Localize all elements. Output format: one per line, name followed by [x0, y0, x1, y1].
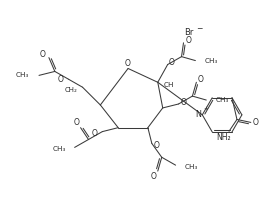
Text: CH₃: CH₃: [215, 97, 228, 103]
Text: CH: CH: [164, 82, 174, 88]
Text: Br: Br: [185, 28, 194, 37]
Text: O: O: [124, 59, 130, 68]
Text: O: O: [58, 75, 64, 84]
Text: O: O: [40, 50, 46, 59]
Text: O: O: [186, 36, 191, 45]
Text: CH₃: CH₃: [185, 164, 198, 170]
Text: O: O: [180, 97, 186, 107]
Text: O: O: [253, 118, 259, 127]
Text: N: N: [195, 110, 201, 119]
Text: O: O: [154, 141, 160, 150]
Text: −: −: [196, 25, 203, 34]
Text: O: O: [169, 58, 175, 67]
Text: CH₃: CH₃: [16, 72, 29, 78]
Text: CH₂: CH₂: [65, 87, 78, 93]
Text: O: O: [197, 75, 203, 84]
Text: O: O: [74, 118, 80, 127]
Text: CH₃: CH₃: [52, 146, 66, 152]
Text: NH₂: NH₂: [216, 133, 230, 142]
Text: O: O: [92, 129, 97, 138]
Text: +: +: [203, 107, 208, 111]
Text: CH₃: CH₃: [204, 58, 218, 64]
Text: O: O: [151, 172, 157, 180]
